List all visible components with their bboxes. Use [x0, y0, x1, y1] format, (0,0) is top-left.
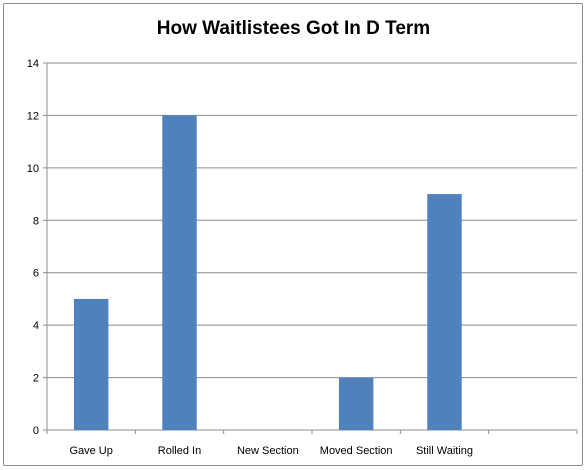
bar-still-waiting [427, 194, 462, 430]
x-tick-label: Still Waiting [416, 445, 473, 457]
y-tick-label: 6 [33, 268, 39, 280]
y-tick-label: 4 [33, 320, 39, 332]
tick-labels: 0 2 4 6 8 10 12 14 Gave Up Rolled In New Section Mo… [27, 58, 473, 457]
x-tick-label: Gave Up [69, 445, 112, 457]
chart-title: How Waitlistees Got In D Term [156, 18, 431, 39]
axes [43, 62, 578, 434]
y-tick-label: 2 [33, 373, 39, 385]
gridlines [47, 62, 577, 379]
x-tick-label: Rolled In [158, 445, 201, 457]
y-tick-label: 10 [27, 163, 39, 175]
y-tick-label: 0 [33, 425, 39, 437]
x-tick-label: Moved Section [320, 445, 393, 457]
bar-gave-up [73, 298, 109, 430]
y-tick-label: 8 [33, 215, 39, 227]
y-tick-label: 12 [27, 110, 39, 122]
bar-rolled-in [162, 115, 197, 430]
y-tick-label: 14 [27, 58, 39, 70]
x-tick-label: New Section [237, 445, 299, 457]
bar-moved-section [338, 377, 374, 430]
bars [73, 115, 462, 430]
